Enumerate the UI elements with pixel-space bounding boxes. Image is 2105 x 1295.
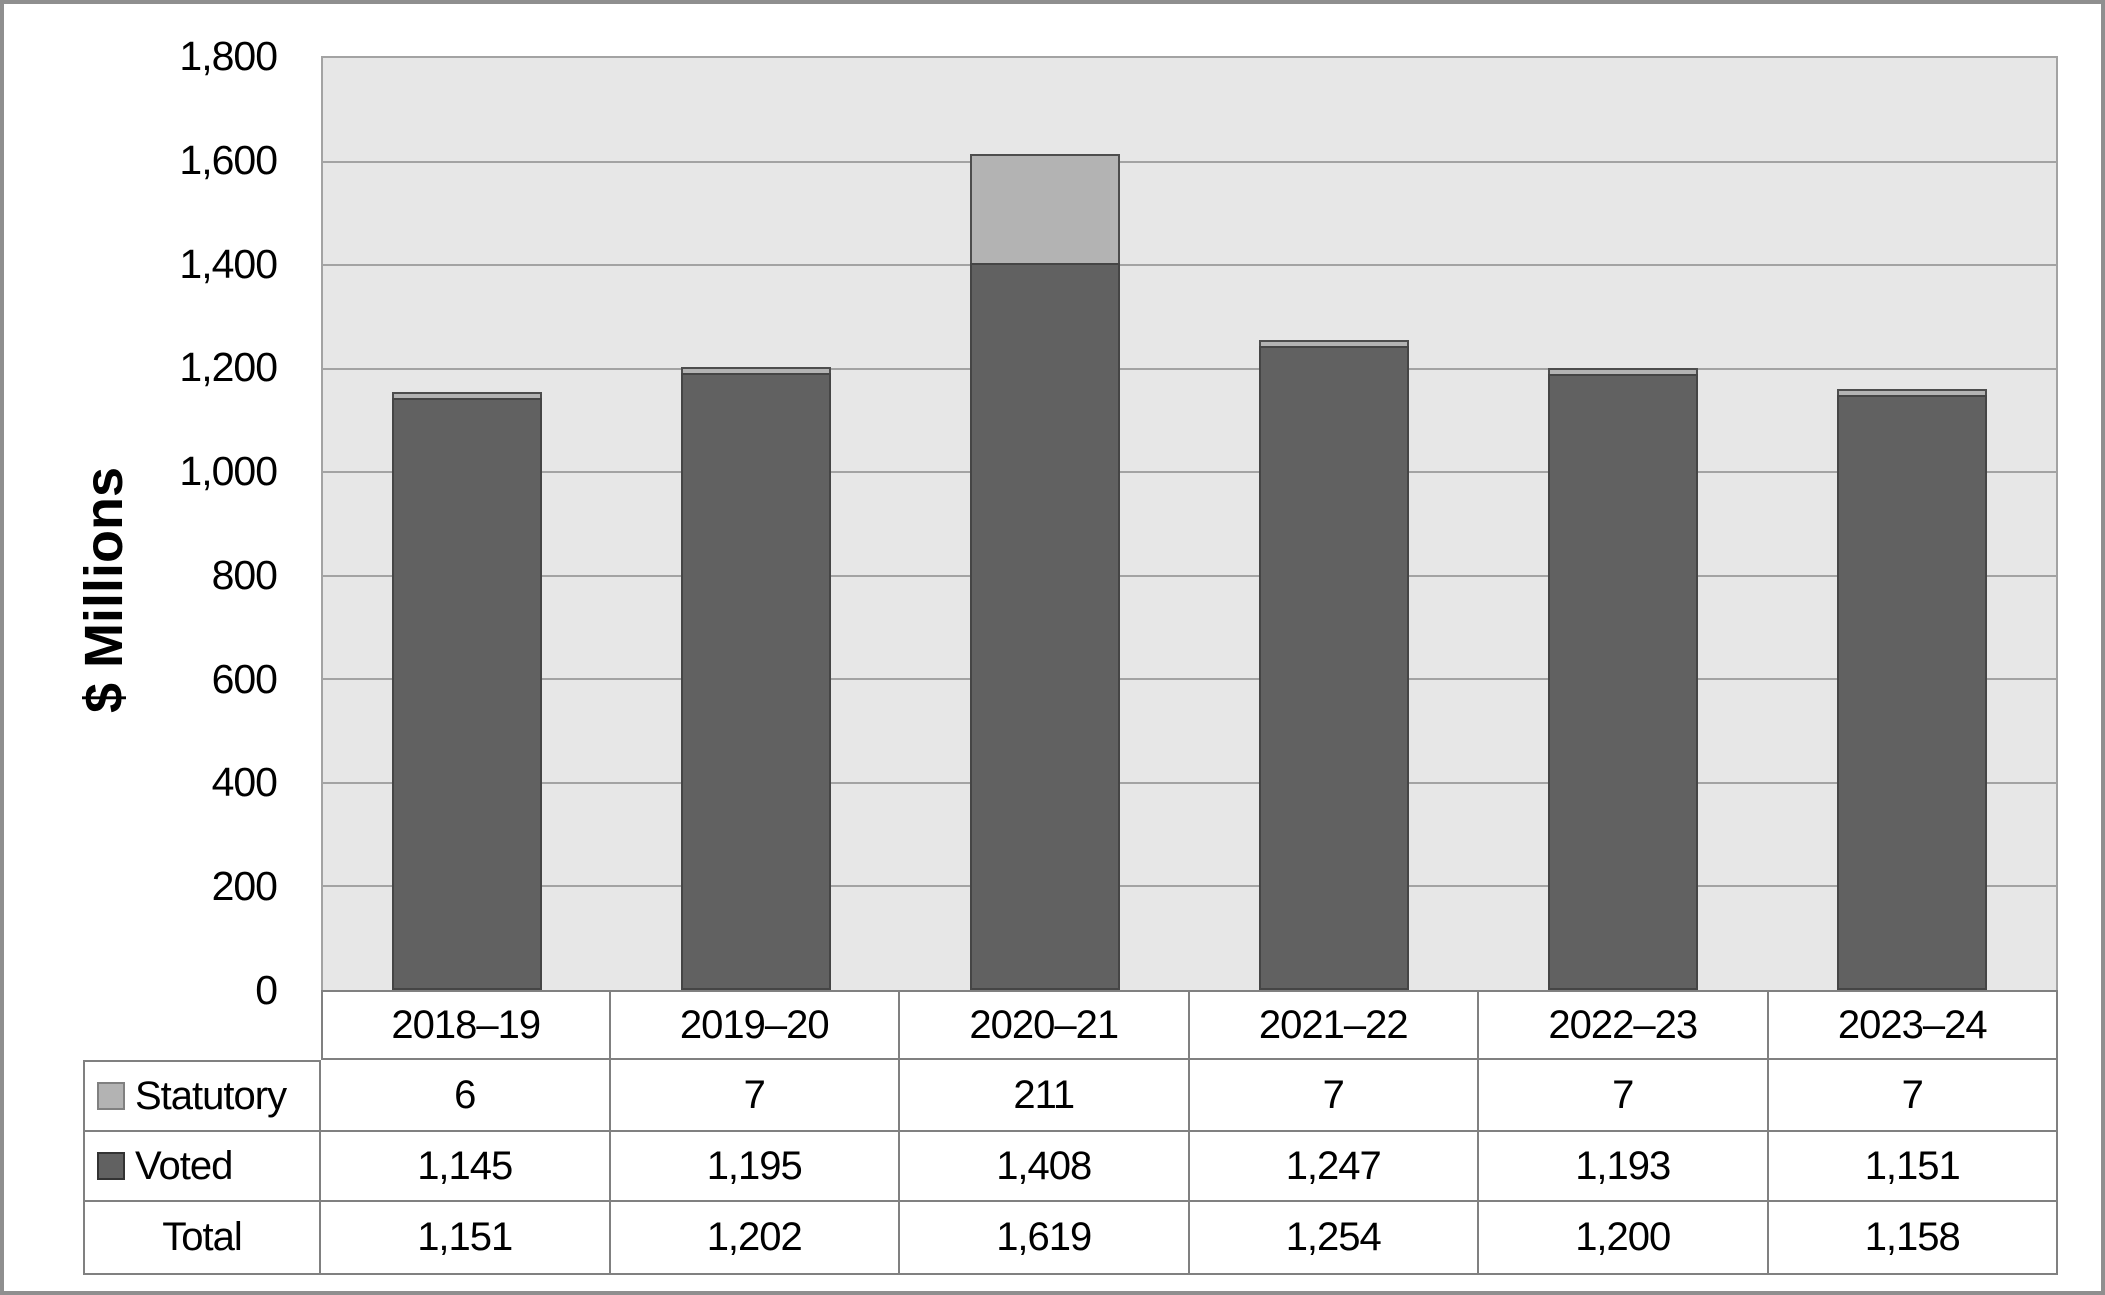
table-value-cell: 1,619 bbox=[900, 1202, 1190, 1275]
y-tick-label: 0 bbox=[255, 967, 278, 1013]
data-table: 2018–19 2019–20 2020–21 2021–22 2022–23 2023–… bbox=[83, 990, 2058, 1275]
y-tick-label: 1,800 bbox=[179, 33, 278, 79]
table-value-cell: 1,254 bbox=[1189, 1202, 1479, 1275]
table-value-cell: 1,151 bbox=[321, 1202, 611, 1275]
bar-segment-statutory bbox=[1258, 340, 1409, 346]
bar-2023–24 bbox=[1836, 389, 1987, 990]
year-header-cell: 2019–20 bbox=[610, 990, 900, 1060]
legend-key-voted-icon bbox=[97, 1152, 125, 1180]
gridline bbox=[323, 471, 2056, 474]
table-value-cell: 211 bbox=[900, 1060, 1190, 1132]
y-tick-label: 1,400 bbox=[179, 240, 278, 287]
bar-segment-voted bbox=[681, 373, 832, 990]
bar-segment-voted bbox=[1258, 346, 1409, 990]
table-value-cell: 7 bbox=[1189, 1060, 1479, 1132]
y-tick-label: 1,600 bbox=[179, 136, 278, 183]
row-label-text: Voted bbox=[135, 1143, 233, 1188]
bar-2019–20 bbox=[681, 367, 832, 990]
bar-segment-voted bbox=[1547, 374, 1698, 990]
y-tick-label: 1,000 bbox=[179, 448, 278, 495]
table-value-cell: 1,408 bbox=[900, 1132, 1190, 1202]
table-value-cell: 6 bbox=[321, 1060, 611, 1132]
bar-2018–19 bbox=[392, 392, 543, 990]
y-tick-label: 200 bbox=[211, 863, 278, 910]
row-label-voted: Voted bbox=[83, 1132, 321, 1202]
bar-segment-statutory bbox=[1547, 368, 1698, 374]
year-header-cell: 2018–19 bbox=[321, 990, 611, 1060]
table-value-cell: 1,158 bbox=[1768, 1202, 2058, 1275]
bar-segment-voted bbox=[970, 263, 1121, 990]
bar-segment-statutory bbox=[392, 392, 543, 398]
table-value-cell: 1,195 bbox=[610, 1132, 900, 1202]
bar-segment-statutory bbox=[681, 367, 832, 373]
row-label-text: Statutory bbox=[135, 1073, 287, 1118]
y-tick-label: 1,200 bbox=[179, 344, 278, 391]
bar-segment-voted bbox=[1836, 395, 1987, 990]
row-label-statutory: Statutory bbox=[83, 1060, 321, 1132]
legend-key-statutory-icon bbox=[97, 1082, 125, 1110]
bar-segment-voted bbox=[392, 398, 543, 990]
gridline bbox=[323, 678, 2056, 681]
table-value-cell: 7 bbox=[1768, 1060, 2058, 1132]
table-value-cell: 1,200 bbox=[1479, 1202, 1769, 1275]
row-label-total: Total bbox=[83, 1202, 321, 1275]
y-tick-label: 400 bbox=[211, 759, 278, 806]
table-value-cell: 7 bbox=[1479, 1060, 1769, 1132]
bar-2021–22 bbox=[1258, 340, 1409, 990]
bar-segment-statutory bbox=[1836, 389, 1987, 395]
bar-segment-statutory bbox=[970, 154, 1121, 263]
table-value-cell: 1,247 bbox=[1189, 1132, 1479, 1202]
bar-2020–21 bbox=[970, 154, 1121, 990]
year-header-cell: 2020–21 bbox=[900, 990, 1190, 1060]
gridline bbox=[323, 367, 2056, 370]
bar-2022–23 bbox=[1547, 368, 1698, 990]
gridline bbox=[323, 264, 2056, 267]
gridline bbox=[323, 574, 2056, 577]
y-tick-label: 800 bbox=[211, 551, 278, 598]
gridline bbox=[323, 160, 2056, 163]
year-header-cell: 2021–22 bbox=[1189, 990, 1479, 1060]
year-header-cell: 2023–24 bbox=[1768, 990, 2058, 1060]
table-value-cell: 1,193 bbox=[1479, 1132, 1769, 1202]
gridline bbox=[323, 885, 2056, 888]
table-value-cell: 1,145 bbox=[321, 1132, 611, 1202]
table-value-cell: 1,202 bbox=[610, 1202, 900, 1275]
row-label-text: Total bbox=[162, 1215, 242, 1259]
year-header-cell: 2022–23 bbox=[1479, 990, 1769, 1060]
table-corner-cell bbox=[83, 990, 321, 1060]
gridline bbox=[323, 781, 2056, 784]
table-value-cell: 7 bbox=[610, 1060, 900, 1132]
table-value-cell: 1,151 bbox=[1768, 1132, 2058, 1202]
y-tick-label: 600 bbox=[211, 655, 278, 702]
plot-area bbox=[321, 56, 2058, 990]
